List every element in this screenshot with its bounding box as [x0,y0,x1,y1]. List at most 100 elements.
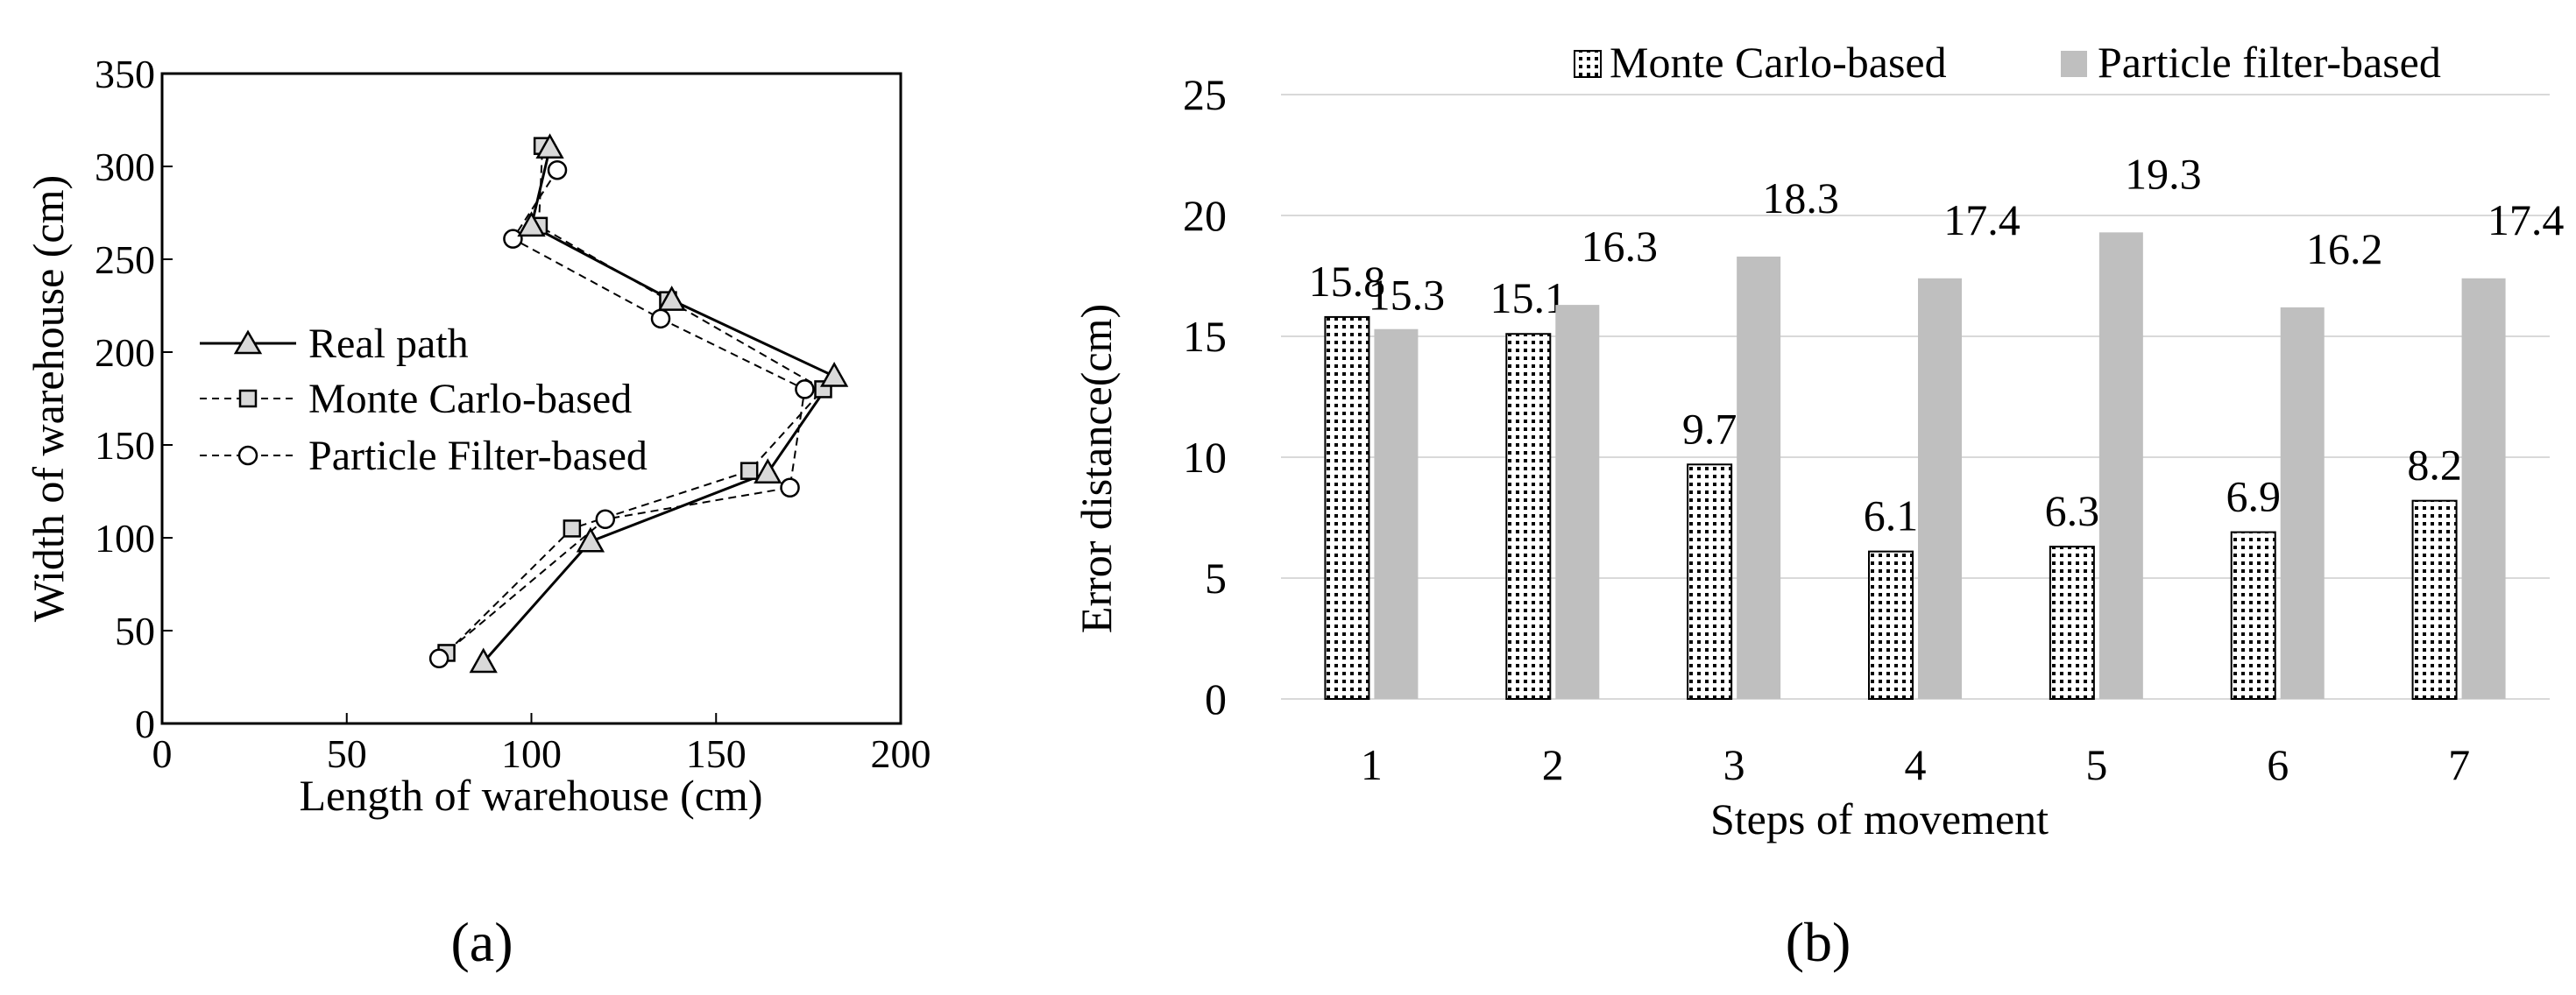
panel-b-x-tick-label: 7 [2448,740,2470,789]
bar-label-monte-carlo: 15.1 [1490,273,1568,322]
legend-item-monte-carlo: Monte Carlo-based [200,376,632,422]
panel-a-point-triangle [754,458,782,484]
panel-a-point-triangle [535,133,564,159]
bar-monte-carlo [1868,550,1914,701]
panel-b-y-tick-label: 5 [1205,554,1227,603]
bar-monte-carlo [1324,315,1370,700]
circle-marker-icon [237,445,258,466]
panel-a-x-tick-label: 0 [152,731,173,776]
panel-a-x-tick-label: 100 [501,731,562,776]
panel-a-y-tick-label: 300 [95,145,155,189]
panel-a-point-triangle [576,526,605,553]
panel-b-y-tick-label: 25 [1183,70,1227,119]
bar-particle-filter [1918,278,1962,699]
panel-b-x-tick-label: 2 [1542,740,1564,789]
panel-a-point-circle [547,159,568,180]
panel-b-caption-text: (b) [1786,911,1851,973]
bar-label-particle-filter: 17.4 [2488,195,2565,244]
panel-b-x-axis-label: Steps of movement [1710,794,2049,843]
panel-b-x-tick-label: 6 [2267,740,2289,789]
panel-a-point-circle [795,379,815,399]
panel-b-y-tick-label: 15 [1183,312,1227,361]
panel-a-y-tick-label: 100 [95,516,155,561]
bar-label-monte-carlo: 15.8 [1309,257,1386,306]
bar-label-monte-carlo: 6.9 [2226,472,2281,521]
bar-label-particle-filter: 16.2 [2306,224,2383,273]
triangle-marker-icon [233,329,263,355]
panel-b-y-ticks: 0 5 10 15 20 25 [1183,70,1227,723]
panel-a-caption: (a) [450,911,513,973]
panel-a-y-tick-label: 0 [135,702,155,746]
panel-a-x-tick-label: 150 [686,731,747,776]
bar-label-particle-filter: 18.3 [1762,173,1839,222]
bar-label-monte-carlo: 8.2 [2407,441,2462,490]
panel-b-x-tick-label: 1 [1361,740,1383,789]
legend-label-particle-filter-b: Particle filter-based [2098,38,2441,87]
legend-label-real-path: Real path [308,321,469,367]
panel-a-x-tick-label: 50 [327,731,367,776]
square-marker-icon [238,389,258,408]
panel-b-legend: Monte Carlo-based Particle filter-based [1574,38,2441,87]
panel-a-legend: Real path Monte Carlo-based Particle Fil… [200,321,648,479]
panel-a-point-circle [780,477,800,498]
panel-b-x-tick-label: 4 [1905,740,1927,789]
panel-a-point-triangle [469,647,498,674]
legend-item-particle-filter: Particle Filter-based [200,433,648,479]
legend-label-monte-carlo-b: Monte Carlo-based [1610,38,1947,87]
bar-monte-carlo [1505,333,1552,700]
panel-a-series [428,133,849,674]
bar-particle-filter [1374,328,1419,699]
bar-monte-carlo [2049,546,2095,700]
panel-a-y-tick-label: 350 [95,52,155,96]
panel-a-point-square [740,462,759,480]
panel-b-y-tick-label: 20 [1183,191,1227,240]
bar-particle-filter [2280,307,2325,699]
bar-monte-carlo [2230,531,2276,700]
panel-a-y-axis-label: Width of warehouse (cm) [24,175,73,622]
panel-a-line-chart: 0 50 100 150 200 0 50 100 150 200 250 300 350 Lengt… [24,52,931,973]
bar-label-particle-filter: 15.3 [1369,271,1446,320]
panel-a-point-triangle [819,362,849,387]
panel-a-point-triangle [657,286,686,311]
panel-a-y-tick-label: 50 [115,609,155,653]
bar-label-monte-carlo: 6.3 [2045,486,2100,535]
panel-a-point-circle [650,308,671,329]
bar-particle-filter [2461,278,2506,699]
panel-a-y-tick-label: 200 [95,330,155,375]
panel-a-y-ticks: 0 50 100 150 200 250 300 350 [95,52,173,746]
panel-a-point-circle [503,229,523,249]
bar-particle-filter [1737,256,1781,699]
bar-label-monte-carlo: 9.7 [1682,404,1737,453]
bar-label-particle-filter: 17.4 [1943,195,2020,244]
panel-b-x-tick-label: 5 [2085,740,2107,789]
panel-b-x-ticks: 1 2 3 4 5 6 7 [1361,740,2470,789]
panel-a-x-tick-label: 200 [871,731,931,776]
legend-swatch-particle-filter [2061,51,2087,77]
legend-swatch-monte-carlo [1574,50,1602,78]
panel-b-x-tick-label: 3 [1723,740,1745,789]
legend-item-real-path: Real path [200,321,469,367]
panel-b-y-tick-label: 0 [1205,674,1227,723]
panel-b-y-tick-label: 10 [1183,433,1227,482]
bar-particle-filter [2098,232,2143,699]
panel-b-gridlines [1281,94,2550,700]
panel-a-point-square [563,519,582,538]
panel-b-caption: (b) [1786,911,1851,973]
panel-a-caption-text: (a) [450,911,513,973]
bar-monte-carlo [1687,463,1733,701]
panel-a-point-circle [428,648,449,669]
bar-particle-filter [1555,305,1600,699]
panel-b-y-axis-label: Error distance(cm) [1072,304,1121,633]
panel-a-point-triangle [517,211,546,237]
bar-monte-carlo [2411,499,2458,700]
panel-a-x-ticks: 0 50 100 150 200 [152,713,931,776]
panel-a-x-axis-label: Length of warehouse (cm) [300,771,763,820]
panel-a-y-tick-label: 250 [95,237,155,282]
panel-b-bars: 15.815.3 15.1 16.3 9.7 18.3 6.1 17.4 6.3 19.3 6.9… [1309,149,2565,701]
bar-label-particle-filter: 16.3 [1582,222,1659,271]
bar-label-monte-carlo: 6.1 [1864,491,1919,540]
legend-label-monte-carlo: Monte Carlo-based [308,376,632,422]
panel-a-point-circle [595,509,616,530]
